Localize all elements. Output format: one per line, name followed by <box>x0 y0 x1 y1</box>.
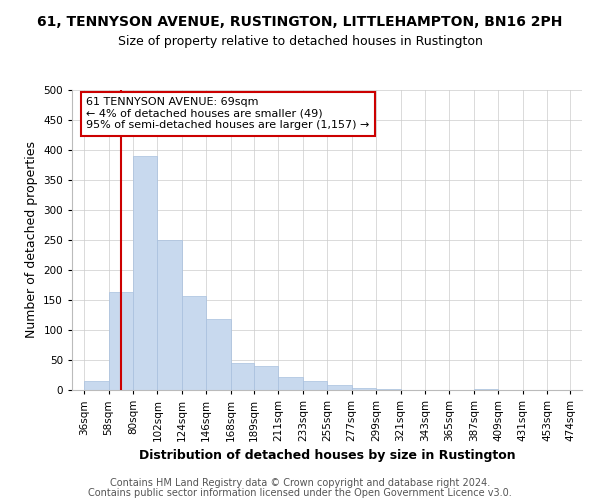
Text: Size of property relative to detached houses in Rustington: Size of property relative to detached ho… <box>118 35 482 48</box>
Bar <box>352 388 376 390</box>
Bar <box>109 292 133 390</box>
Bar <box>206 319 231 390</box>
Bar <box>278 377 303 390</box>
Text: 61, TENNYSON AVENUE, RUSTINGTON, LITTLEHAMPTON, BN16 2PH: 61, TENNYSON AVENUE, RUSTINGTON, LITTLEH… <box>37 15 563 29</box>
Text: 61 TENNYSON AVENUE: 69sqm
← 4% of detached houses are smaller (49)
95% of semi-d: 61 TENNYSON AVENUE: 69sqm ← 4% of detach… <box>86 97 370 130</box>
Text: Contains public sector information licensed under the Open Government Licence v3: Contains public sector information licen… <box>88 488 512 498</box>
Bar <box>133 156 157 390</box>
Bar <box>303 381 327 390</box>
Bar <box>474 389 498 390</box>
Bar <box>254 366 278 390</box>
Bar <box>84 381 109 390</box>
Bar <box>327 385 352 390</box>
Text: Contains HM Land Registry data © Crown copyright and database right 2024.: Contains HM Land Registry data © Crown c… <box>110 478 490 488</box>
Y-axis label: Number of detached properties: Number of detached properties <box>25 142 38 338</box>
Bar <box>231 363 254 390</box>
Bar <box>157 240 182 390</box>
X-axis label: Distribution of detached houses by size in Rustington: Distribution of detached houses by size … <box>139 450 515 462</box>
Bar <box>182 296 206 390</box>
